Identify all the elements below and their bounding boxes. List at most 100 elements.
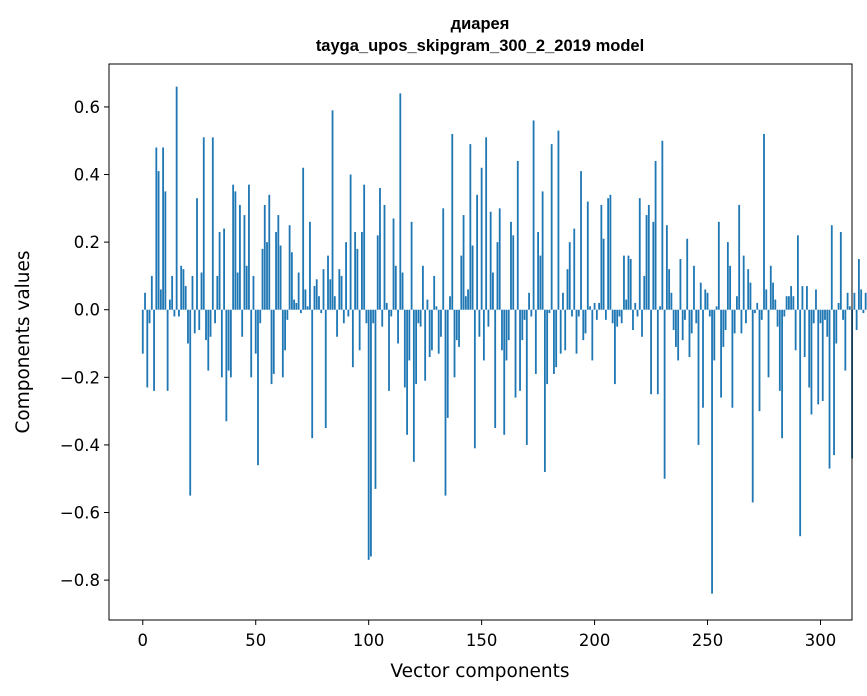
x-tick-label: 150 (466, 631, 498, 650)
bar (191, 275, 194, 310)
bar (318, 296, 320, 310)
bar (688, 309, 691, 358)
bar (684, 309, 686, 320)
bar (216, 275, 219, 310)
bar (697, 309, 700, 445)
bar (239, 204, 241, 310)
bar (810, 309, 813, 415)
bar (478, 309, 481, 337)
bar (148, 309, 151, 324)
bar (390, 309, 393, 317)
bar (584, 309, 587, 334)
bar (598, 302, 601, 310)
bar (553, 309, 555, 374)
bar (514, 309, 517, 398)
bar (406, 309, 408, 435)
bar (652, 221, 655, 310)
bar (593, 302, 596, 310)
y-tick-label: 0.4 (74, 166, 100, 185)
bar (604, 309, 607, 320)
bar (187, 309, 189, 344)
bar (159, 289, 162, 310)
x-axis-label: Vector components (390, 661, 569, 682)
bar (315, 279, 318, 310)
bar (494, 309, 497, 429)
bar (589, 306, 591, 310)
bar (347, 309, 350, 317)
bar (263, 204, 266, 310)
bar (826, 309, 829, 337)
bar (783, 309, 786, 317)
bar (699, 282, 702, 310)
bar (442, 208, 445, 310)
bar (435, 306, 438, 310)
bar (799, 309, 802, 537)
bar (663, 309, 666, 479)
bar (521, 309, 524, 341)
x-tick-label: 100 (353, 631, 385, 650)
bar (207, 309, 210, 371)
bar (654, 161, 657, 310)
x-tick-label: 250 (692, 631, 724, 650)
bar (661, 140, 664, 310)
bar (539, 255, 542, 310)
bar (586, 201, 589, 310)
bar (564, 309, 567, 351)
x-axis-ticks: 0 50 100 150 200 250 300 (138, 620, 836, 650)
bar (763, 133, 765, 310)
bar (857, 259, 860, 310)
bar (695, 309, 698, 324)
bar (575, 309, 578, 354)
bar (643, 275, 646, 310)
bar (277, 215, 280, 310)
bar (178, 309, 180, 317)
bar (817, 309, 820, 405)
bar (424, 309, 427, 381)
bar (342, 309, 345, 324)
bar (523, 309, 526, 320)
bar (659, 306, 661, 310)
bar (234, 191, 237, 310)
bar (451, 133, 454, 310)
bar (842, 309, 844, 320)
bar (557, 130, 560, 310)
bar (821, 309, 824, 401)
bar (812, 309, 815, 324)
bar (437, 309, 440, 354)
bar (175, 86, 178, 310)
bar (302, 167, 305, 310)
bar (338, 269, 341, 310)
bar (370, 309, 372, 557)
bar (453, 309, 456, 378)
bar (792, 296, 795, 310)
bar (297, 272, 300, 310)
y-tick-label: −0.2 (60, 368, 100, 387)
bar (322, 269, 325, 310)
bar (232, 184, 235, 310)
bar (503, 309, 506, 435)
bar (286, 309, 289, 320)
bar (665, 225, 668, 310)
bar (548, 309, 551, 314)
bar (340, 275, 343, 310)
bar (168, 299, 171, 310)
bar (774, 299, 777, 310)
y-tick-label: −0.4 (60, 436, 100, 455)
bar (462, 215, 465, 310)
bar (379, 188, 381, 310)
bar (519, 309, 521, 391)
bar (562, 292, 564, 310)
bar (505, 309, 508, 361)
bar (306, 306, 309, 310)
bar (295, 302, 298, 310)
bar (489, 211, 492, 310)
bar (290, 252, 293, 310)
bar (704, 289, 707, 310)
bar (758, 309, 761, 412)
bar (417, 309, 420, 324)
y-axis-label: Components values (13, 250, 34, 433)
bar (388, 309, 390, 391)
bar (555, 309, 558, 368)
bar (844, 309, 847, 371)
